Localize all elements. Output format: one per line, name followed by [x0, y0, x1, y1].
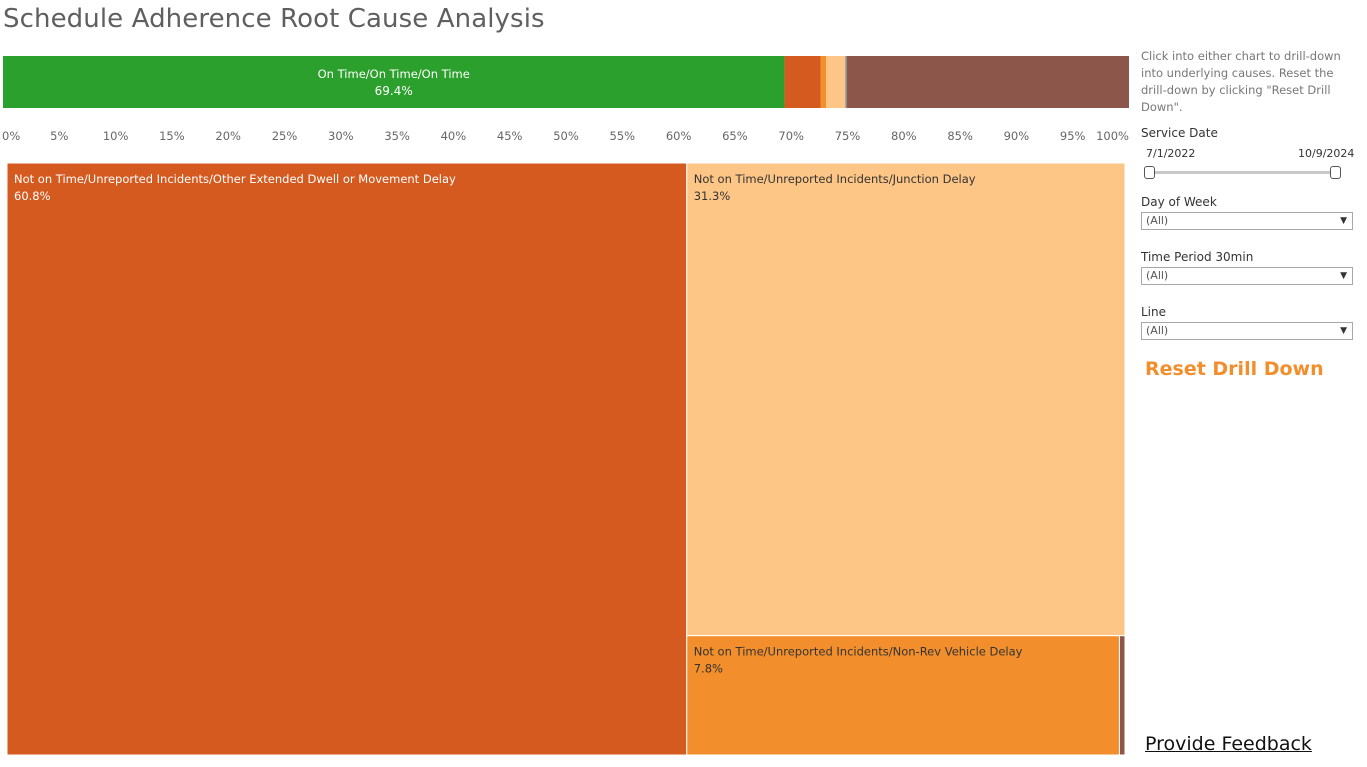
treemap-cell-value-label: 60.8%	[14, 189, 51, 203]
treemap-cell-2[interactable]	[686, 635, 1120, 756]
treemap-cell-label: Not on Time/Unreported Incidents/Junctio…	[694, 172, 976, 186]
day-of-week-value: (All)	[1146, 214, 1169, 227]
x-tick-label: 45%	[497, 129, 523, 143]
service-date-start: 7/1/2022	[1146, 147, 1196, 160]
bar-segment-5[interactable]	[846, 56, 1129, 108]
treemap-cell-1[interactable]	[686, 162, 1126, 637]
x-tick-label: 0%	[2, 129, 20, 143]
reset-drill-down-button[interactable]: Reset Drill Down	[1145, 358, 1324, 380]
line-value: (All)	[1146, 324, 1169, 337]
stacked-bar-chart[interactable]: On Time/On Time/On Time 69.4% 0% 5% 10% 15% 20…	[0, 40, 1135, 152]
treemap-cell-3[interactable]	[1118, 635, 1126, 756]
bar-segment-4[interactable]	[845, 56, 847, 108]
treemap-cell-value-label: 7.8%	[694, 662, 723, 676]
day-of-week-label: Day of Week	[1141, 195, 1217, 209]
x-tick-label: 5%	[50, 129, 68, 143]
x-tick-label: 85%	[947, 129, 973, 143]
x-tick-label: 65%	[722, 129, 748, 143]
x-tick-label: 15%	[159, 129, 185, 143]
page-title: Schedule Adherence Root Cause Analysis	[3, 4, 545, 34]
service-date-end-handle[interactable]	[1330, 166, 1341, 179]
time-period-label: Time Period 30min	[1141, 250, 1254, 264]
x-tick-label: 20%	[215, 129, 241, 143]
instructions-text: Click into either chart to drill-down in…	[1141, 49, 1341, 114]
x-tick-label: 55%	[610, 129, 636, 143]
bar-segment-label: On Time/On Time/On Time	[318, 67, 470, 81]
x-tick-label: 10%	[103, 129, 129, 143]
service-date-label: Service Date	[1141, 126, 1218, 140]
x-tick-label: 95%	[1060, 129, 1086, 143]
bar-segment-2[interactable]	[820, 56, 827, 108]
line-select[interactable]: (All) ▼	[1141, 322, 1353, 340]
x-tick-label: 80%	[891, 129, 917, 143]
time-period-select[interactable]: (All) ▼	[1141, 267, 1353, 285]
service-date-end: 10/9/2024	[1298, 147, 1355, 160]
treemap-chart[interactable]: Not on Time/Unreported Incidents/Other E…	[0, 158, 1135, 758]
x-tick-label: 30%	[328, 129, 354, 143]
chevron-down-icon: ▼	[1340, 326, 1347, 336]
service-date-slider-track[interactable]	[1148, 171, 1338, 174]
x-tick-label: 75%	[835, 129, 861, 143]
time-period-value: (All)	[1146, 269, 1169, 282]
provide-feedback-link[interactable]: Provide Feedback	[1145, 733, 1312, 755]
bar-segment-1[interactable]	[784, 56, 821, 108]
x-tick-label: 40%	[441, 129, 467, 143]
treemap-cell-0[interactable]	[6, 162, 688, 756]
service-date-start-handle[interactable]	[1144, 166, 1155, 179]
treemap-cell-value-label: 31.3%	[694, 189, 731, 203]
x-tick-label: 50%	[553, 129, 579, 143]
bar-segment-3[interactable]	[826, 56, 846, 108]
x-tick-label: 100%	[1096, 129, 1129, 143]
bar-segment-0[interactable]	[3, 56, 785, 108]
x-tick-label: 35%	[384, 129, 410, 143]
x-tick-label: 70%	[778, 129, 804, 143]
bar-segment-value-label: 69.4%	[375, 84, 413, 98]
day-of-week-select[interactable]: (All) ▼	[1141, 212, 1353, 230]
chevron-down-icon: ▼	[1340, 271, 1347, 281]
x-tick-label: 60%	[666, 129, 692, 143]
x-tick-label: 25%	[272, 129, 298, 143]
chevron-down-icon: ▼	[1340, 216, 1347, 226]
line-label: Line	[1141, 305, 1167, 319]
x-tick-label: 90%	[1004, 129, 1030, 143]
treemap-cell-label: Not on Time/Unreported Incidents/Non-Rev…	[694, 645, 1023, 659]
treemap-cell-label: Not on Time/Unreported Incidents/Other E…	[14, 172, 456, 186]
